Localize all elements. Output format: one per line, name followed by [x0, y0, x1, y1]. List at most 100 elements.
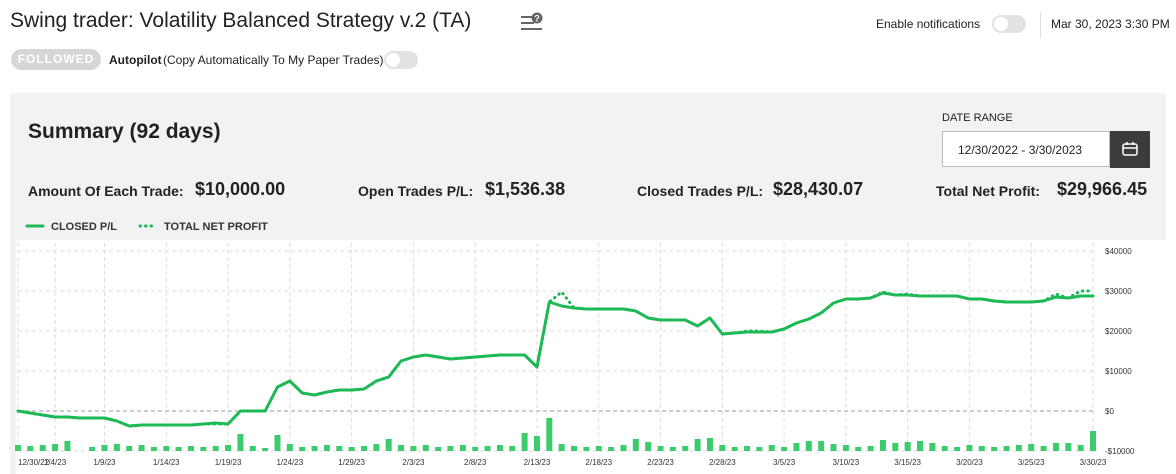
bar	[187, 446, 194, 451]
autopilot-label: Autopilot	[109, 53, 162, 67]
bar	[225, 445, 232, 451]
bar	[719, 445, 726, 451]
bar	[657, 446, 664, 451]
legend-label: CLOSED P/L	[51, 221, 117, 233]
bar	[175, 447, 182, 451]
bar	[274, 435, 281, 451]
bar	[991, 447, 998, 451]
x-tick-label: 3/25/23	[1018, 458, 1045, 467]
notifications-toggle[interactable]	[992, 15, 1026, 33]
svg-text:?: ?	[534, 14, 540, 24]
bar	[830, 444, 837, 451]
bar	[323, 445, 330, 451]
stat-value: $1,536.38	[485, 179, 566, 199]
y-tick-label: $20000	[1105, 327, 1132, 336]
bar	[781, 447, 788, 451]
bar	[286, 444, 293, 451]
bar	[620, 445, 627, 451]
bar	[150, 447, 157, 451]
bar	[39, 445, 46, 451]
x-tick-label: 2/18/23	[585, 458, 612, 467]
bar	[299, 447, 306, 451]
bar	[941, 446, 948, 451]
bar	[1003, 446, 1010, 451]
bar	[1077, 445, 1084, 451]
bar	[793, 443, 800, 451]
y-tick-label: $30000	[1105, 287, 1132, 296]
bar	[768, 445, 775, 451]
stat-label: Open Trades P/L:	[358, 183, 474, 199]
bar	[818, 441, 825, 451]
bar	[311, 446, 318, 451]
bar	[1028, 444, 1035, 451]
stat-value: $28,430.07	[773, 179, 864, 199]
bar	[447, 446, 454, 451]
bar	[126, 446, 133, 451]
stat-value: $29,966.45	[1057, 179, 1148, 199]
bar	[472, 447, 479, 451]
bar	[385, 439, 392, 451]
x-tick-label: 1/9/23	[93, 458, 116, 467]
x-tick-label: 12/30/22	[18, 458, 50, 467]
bar	[410, 446, 417, 451]
bar	[879, 440, 886, 451]
bar	[954, 447, 961, 451]
bar	[558, 444, 565, 451]
bar	[595, 446, 602, 451]
y-tick-label: $40000	[1105, 247, 1132, 256]
bar	[212, 446, 219, 451]
followed-badge: FOLLOWED	[11, 49, 101, 70]
date-range-input[interactable]: 12/30/2022 - 3/30/2023	[942, 131, 1110, 167]
bar	[805, 441, 812, 451]
x-tick-label: 1/4/23	[44, 458, 67, 467]
bar	[842, 445, 849, 451]
bar	[694, 439, 701, 451]
bar	[113, 444, 120, 451]
x-tick-label: 2/13/23	[524, 458, 551, 467]
bar	[978, 446, 985, 451]
x-tick-label: 3/20/23	[956, 458, 983, 467]
bar	[360, 446, 367, 451]
calendar-button[interactable]	[1110, 131, 1150, 168]
bar	[867, 446, 874, 451]
bar	[138, 445, 145, 451]
y-tick-label: $10000	[1105, 367, 1132, 376]
bar	[237, 434, 244, 451]
bar	[533, 436, 540, 451]
bar	[521, 433, 528, 451]
info-icon[interactable]: ?	[520, 12, 544, 34]
bar	[89, 447, 96, 451]
bar	[706, 438, 713, 451]
bar	[496, 445, 503, 451]
calendar-icon	[1122, 142, 1138, 156]
bar	[571, 446, 578, 451]
x-tick-label: 2/28/23	[709, 458, 736, 467]
bar	[904, 442, 911, 451]
bar	[262, 448, 269, 451]
bar	[608, 447, 615, 451]
bar	[929, 443, 936, 451]
autopilot-note: (Copy Automatically To My Paper Trades)	[163, 53, 384, 67]
summary-title: Summary (92 days)	[28, 120, 221, 143]
y-tick-label: -$10000	[1105, 447, 1135, 456]
bar	[200, 447, 207, 451]
y-tick-label: $0	[1105, 407, 1114, 416]
bar	[756, 447, 763, 451]
bar	[422, 445, 429, 451]
bar	[348, 447, 355, 451]
date-range-label: DATE RANGE	[942, 112, 1013, 124]
bar	[15, 445, 21, 451]
bar	[682, 446, 689, 451]
bar	[64, 441, 71, 451]
bar	[1040, 446, 1047, 451]
bar	[459, 445, 466, 451]
legend-label: TOTAL NET PROFIT	[164, 221, 268, 233]
x-tick-label: 3/30/23	[1080, 458, 1107, 467]
autopilot-toggle[interactable]	[384, 51, 418, 69]
x-tick-label: 2/23/23	[647, 458, 674, 467]
bar	[249, 446, 256, 451]
x-tick-label: 2/8/23	[464, 458, 487, 467]
bar	[336, 446, 343, 451]
bar	[484, 446, 491, 451]
bar	[163, 446, 170, 451]
